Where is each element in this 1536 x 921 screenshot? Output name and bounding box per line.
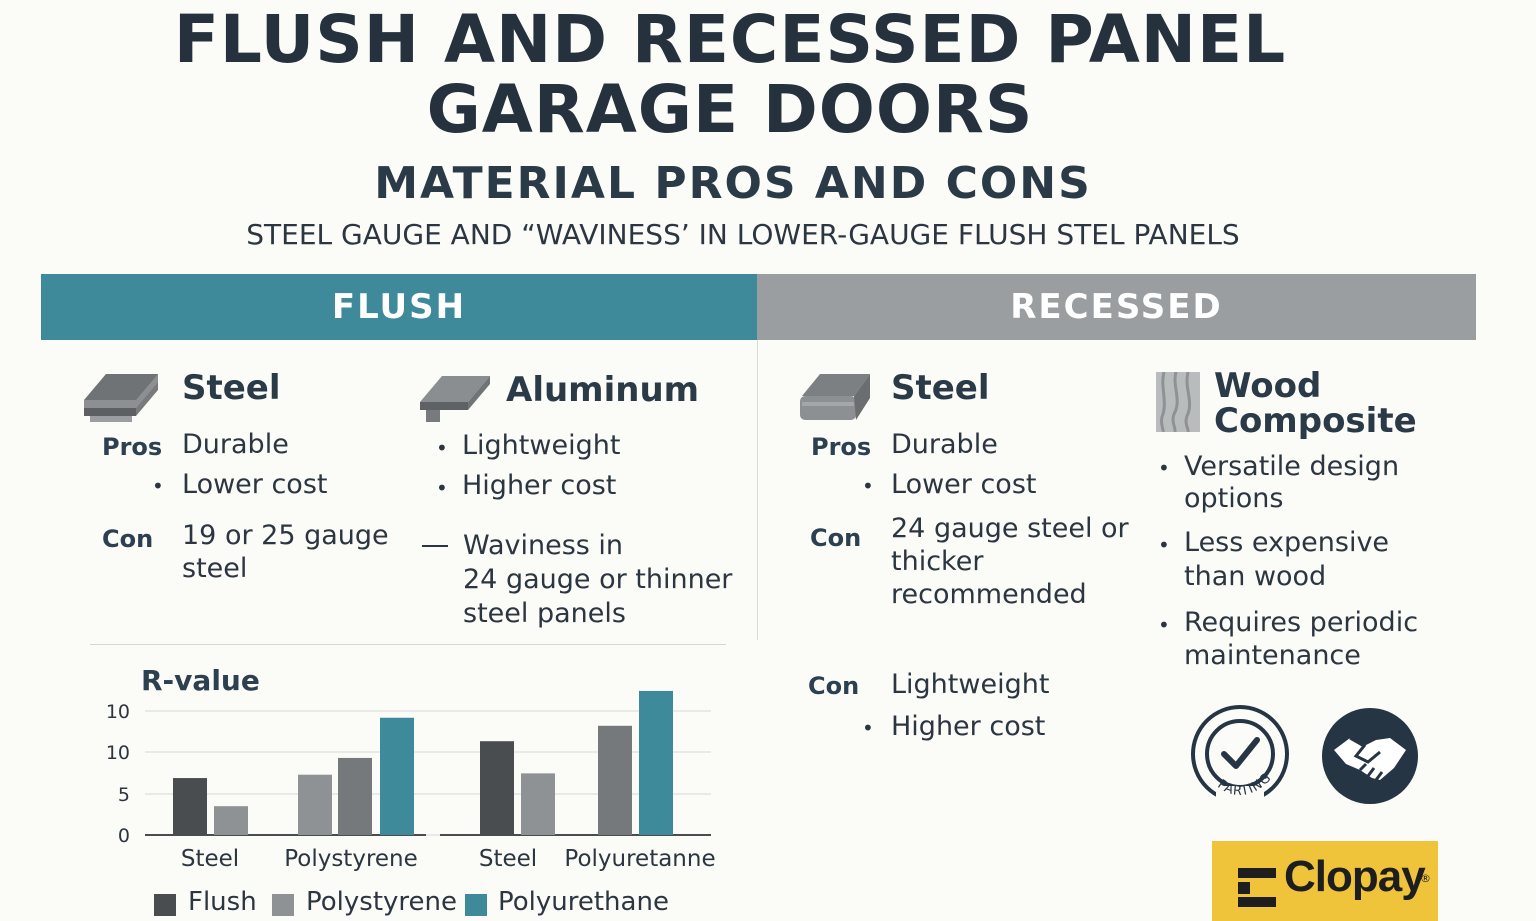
chart-bar — [338, 757, 372, 835]
y-tick-label: 10 — [106, 701, 130, 723]
flush-header-label: FLUSH — [331, 287, 467, 327]
checkmark-badge-icon: PARTING — [1191, 705, 1289, 806]
y-tick-label: 10 — [106, 742, 130, 764]
chart-bar — [480, 741, 514, 835]
steel-panel-icon — [84, 374, 158, 422]
wood-item-2-line2: than wood — [1184, 561, 1327, 592]
flush-header: FLUSH — [41, 274, 757, 340]
dash-marker — [422, 545, 448, 547]
flush-aluminum-con-line1: Waviness in — [463, 530, 624, 561]
legend-label-polystyrene: Polystyrene — [306, 887, 457, 917]
wood-item-1-line1: Versatile design — [1184, 451, 1400, 482]
logo-mark-bar — [1238, 868, 1276, 878]
chart-bar — [639, 690, 673, 835]
wood-item-2-line1: Less expensive — [1184, 527, 1390, 558]
logo-mark-block — [1238, 882, 1250, 894]
flush-aluminum-pro-2: Higher cost — [462, 470, 617, 501]
flush-aluminum-con-line3: steel panels — [463, 598, 626, 629]
registered-mark: ® — [1420, 872, 1431, 885]
x-category-label: Steel — [479, 846, 537, 872]
bullet-dot: • — [152, 474, 164, 498]
recessed-steel-pro-2: Lower cost — [891, 469, 1037, 500]
flush-steel-title: Steel — [182, 368, 281, 408]
page-title-line2: GARAGE DOORS — [426, 71, 1034, 148]
recessed-steel-title: Steel — [891, 368, 990, 408]
x-category-label: Steel — [181, 846, 239, 872]
flush-aluminum-con-line2: 24 gauge or thinner — [463, 564, 733, 595]
chart-bar — [521, 773, 555, 835]
chart-title: R-value — [141, 664, 260, 697]
logo-mark-bar — [1238, 897, 1276, 907]
recessed-header-label: RECESSED — [1010, 287, 1223, 327]
legend-swatch-polyurethane — [465, 894, 487, 916]
recessed-steel-con-line2: thicker — [891, 546, 984, 577]
wood-title-line2: Composite — [1214, 401, 1417, 441]
chart-bar — [298, 774, 332, 835]
bullet-dot: • — [436, 436, 448, 460]
bullet-dot: • — [862, 474, 874, 498]
chart-bar — [598, 725, 632, 835]
column-divider — [757, 340, 758, 640]
recessed-con2-item-1: Lightweight — [891, 669, 1050, 700]
handshake-icon — [1322, 708, 1418, 804]
bullet-dot: • — [436, 476, 448, 500]
recessed-con2-label: Con — [808, 672, 860, 700]
chart-bar — [214, 806, 248, 835]
clopay-logo — [1212, 841, 1438, 921]
flush-aluminum-title: Aluminum — [506, 370, 700, 410]
recessed-steel-con-label: Con — [810, 524, 862, 552]
page-subtitle: MATERIAL PROS AND CONS — [374, 158, 1092, 209]
wood-grain-icon — [1156, 372, 1200, 432]
legend-label-flush: Flush — [188, 887, 257, 917]
recessed-steel-con-line1: 24 gauge steel or — [891, 513, 1129, 544]
bullet-dot: • — [1158, 456, 1170, 480]
flush-steel-con-line2: steel — [182, 553, 248, 584]
bullet-dot: • — [1158, 613, 1170, 637]
y-tick-label: 0 — [118, 825, 130, 847]
steel-panel-icon — [800, 374, 870, 420]
recessed-header: RECESSED — [757, 274, 1476, 340]
wood-item-3-line2: maintenance — [1184, 640, 1361, 671]
flush-steel-pros-label: Pros — [102, 433, 163, 461]
clopay-logo-text: Clopay — [1284, 852, 1426, 901]
page-title-line1: FLUSH AND RECESSED PANEL — [173, 1, 1287, 78]
wood-title-line1: Wood — [1214, 366, 1322, 406]
legend-swatch-flush — [154, 894, 176, 916]
x-category-label: Polyuretanne — [564, 846, 715, 872]
wood-item-1-line2: options — [1184, 483, 1284, 514]
chart-bar — [173, 778, 207, 835]
bullet-dot: • — [1158, 533, 1170, 557]
legend-swatch-polystyrene — [272, 894, 294, 916]
flush-aluminum-pro-1: Lightweight — [462, 430, 621, 461]
recessed-con2-item-2: Higher cost — [891, 711, 1046, 742]
chart-bar — [380, 717, 414, 835]
recessed-steel-pros-label: Pros — [811, 433, 872, 461]
flush-steel-pro-2: Lower cost — [182, 469, 328, 500]
recessed-steel-con-line3: recommended — [891, 579, 1087, 610]
y-tick-label: 5 — [118, 784, 130, 806]
section-divider — [90, 644, 726, 645]
recessed-steel-pro-1: Durable — [891, 429, 998, 460]
legend-label-polyurethane: Polyurethane — [498, 887, 669, 917]
r-value-chart: 10 10 5 0 Steel Polystyrene Steel Polyuretanne — [106, 690, 716, 872]
page-caption: STEEL GAUGE AND “WAVINESS’ IN LOWER-GAUG… — [246, 218, 1240, 251]
bullet-dot: • — [862, 716, 874, 740]
wood-item-3-line1: Requires periodic — [1184, 607, 1419, 638]
aluminum-panel-icon — [420, 376, 490, 422]
flush-steel-con-label: Con — [102, 525, 154, 553]
flush-steel-con-line1: 19 or 25 gauge — [182, 520, 389, 551]
x-category-label: Polystyrene — [284, 846, 418, 872]
flush-steel-pro-1: Durable — [182, 429, 289, 460]
